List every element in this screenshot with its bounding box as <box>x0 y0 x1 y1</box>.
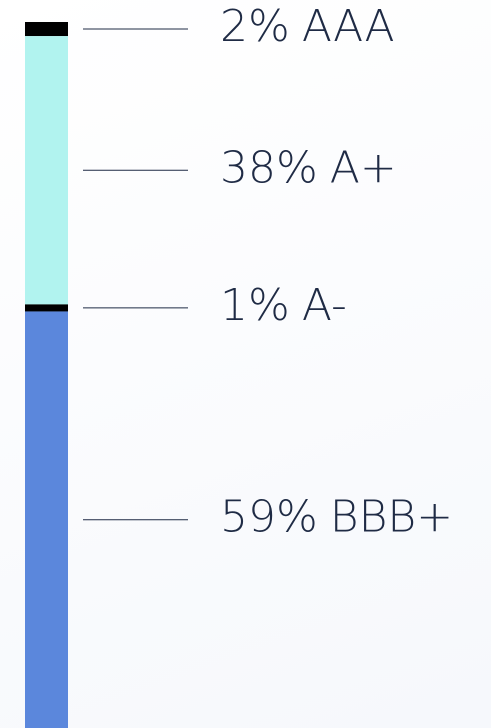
segment-label: 1% A- <box>220 280 347 331</box>
value-label: 38% <box>220 142 318 193</box>
category-label: BBB+ <box>330 492 453 543</box>
value-label: 1% <box>220 280 290 331</box>
bar-segment <box>25 36 68 305</box>
value-label: 59% <box>220 492 318 543</box>
bar-segment <box>25 311 68 728</box>
value-label: 2% <box>220 1 290 52</box>
category-label: A+ <box>330 142 397 193</box>
category-label: AAA <box>302 1 395 52</box>
segment-label: 38% A+ <box>220 142 397 193</box>
bar-segment <box>25 304 68 312</box>
segment-label: 59% BBB+ <box>220 492 453 543</box>
bar-segment <box>25 22 68 37</box>
segment-label: 2% AAA <box>220 1 395 52</box>
category-label: A- <box>302 280 347 331</box>
